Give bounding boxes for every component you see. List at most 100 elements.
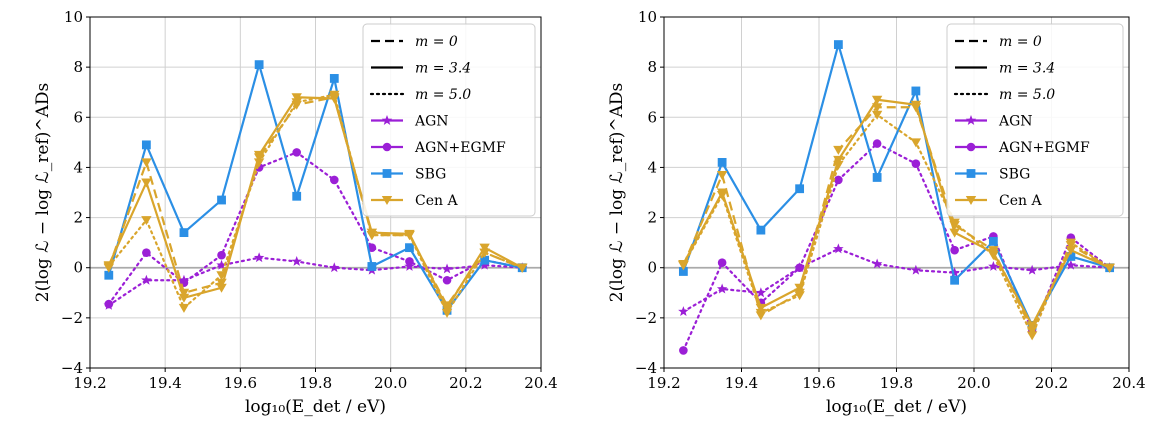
- x-tick-label: 20.2: [449, 374, 482, 392]
- x-tick-label: 20.0: [957, 374, 990, 392]
- legend-label: m = 5.0: [415, 87, 471, 103]
- x-tick-label: 19.4: [148, 374, 181, 392]
- data-point: [988, 236, 998, 246]
- series-line-cen-a-m5.0: [107, 93, 524, 316]
- data-point: [517, 263, 528, 273]
- data-point: [141, 178, 152, 188]
- data-point: [871, 110, 883, 120]
- legend: m = 0 m = 3.4 m = 5.0 AGN AGN+EGMF SBG Cen A: [946, 23, 1124, 217]
- legend-marker: [381, 196, 393, 205]
- legend-label: m = 3.4: [415, 61, 471, 77]
- data-point: [794, 291, 805, 301]
- data-point: [833, 243, 844, 254]
- data-point: [217, 195, 226, 205]
- data-point: [178, 293, 190, 303]
- data-point: [716, 191, 728, 201]
- y-tick-label: 4: [73, 158, 83, 176]
- x-tick-label: 20.4: [1112, 374, 1145, 392]
- data-point: [949, 267, 960, 278]
- data-point: [833, 160, 844, 170]
- data-point: [833, 145, 844, 155]
- data-point: [479, 243, 490, 253]
- legend-label: AGN: [414, 114, 449, 130]
- data-point: [329, 175, 339, 185]
- data-point: [950, 245, 959, 255]
- data-point: [441, 308, 453, 318]
- data-point: [910, 138, 922, 148]
- series-line-agn-m5.0: [107, 256, 524, 307]
- data-point: [872, 173, 882, 182]
- x-tick-label: 19.8: [299, 374, 332, 392]
- data-point: [292, 191, 302, 201]
- x-tick-label: 19.8: [880, 374, 913, 392]
- data-point: [104, 270, 114, 280]
- data-point: [367, 262, 377, 271]
- y-tick-label: 2: [647, 209, 657, 227]
- x-tick-label: 19.6: [802, 374, 835, 392]
- x-tick-label: 19.2: [73, 374, 106, 392]
- data-point: [253, 150, 265, 160]
- legend-label: AGN+EGMF: [414, 140, 506, 156]
- legend-marker: [382, 169, 392, 178]
- legend-frame: [946, 23, 1124, 217]
- data-point: [141, 158, 152, 168]
- data-point: [949, 218, 960, 228]
- series-line-cen-a-m5.0: [682, 113, 1111, 339]
- data-point: [178, 303, 190, 313]
- data-point: [988, 251, 999, 261]
- data-point: [795, 184, 805, 194]
- data-point: [678, 261, 689, 271]
- y-tick-label: −4: [61, 359, 83, 377]
- data-point: [367, 243, 377, 252]
- data-point: [404, 260, 415, 271]
- data-point: [216, 283, 227, 293]
- x-tick-label: 20.0: [374, 374, 407, 392]
- data-point: [717, 258, 727, 268]
- data-point: [1104, 263, 1115, 273]
- chart-panel-1: 19.2 19.4 19.6 19.8 20.0 20.2 20.4 −4 −2 0 2 4 6 8 10 l…: [33, 8, 558, 417]
- data-point: [1065, 238, 1077, 248]
- data-point: [716, 283, 728, 294]
- data-point: [911, 86, 921, 96]
- data-point: [141, 140, 151, 150]
- data-point: [292, 148, 302, 157]
- x-tick-label: 19.6: [224, 374, 257, 392]
- data-point: [833, 40, 843, 49]
- x-tick-label: 20.4: [524, 374, 557, 392]
- data-point: [717, 158, 727, 167]
- x-axis-label: log₁₀(E_det / eV): [245, 397, 386, 417]
- data-point: [141, 216, 152, 226]
- legend-marker: [965, 115, 977, 125]
- y-axis-label: 2(log ℒ − log ℒ_ref)^ADs: [33, 83, 53, 302]
- y-tick-label: 8: [647, 58, 657, 76]
- y-tick-label: −2: [61, 309, 83, 327]
- y-tick-label: 6: [647, 108, 657, 126]
- data-point: [103, 262, 114, 272]
- series-line-cen-a-m3.4: [682, 98, 1111, 328]
- legend-label: Cen A: [415, 193, 458, 209]
- data-point: [253, 252, 265, 263]
- legend-label: SBG: [999, 167, 1030, 183]
- legend-label: m = 3.4: [999, 61, 1055, 77]
- x-tick-label: 19.2: [647, 374, 680, 392]
- data-point: [1026, 331, 1038, 341]
- data-point: [949, 228, 960, 238]
- data-point: [442, 275, 452, 285]
- y-axis-label: 2(log ℒ − log ℒ_ref)^ADs: [607, 83, 627, 302]
- data-point: [291, 255, 302, 266]
- y-tick-label: 10: [64, 8, 83, 26]
- data-point: [404, 231, 415, 241]
- series-group: [678, 40, 1115, 355]
- legend-marker: [965, 196, 977, 205]
- data-point: [795, 263, 804, 273]
- data-point: [833, 155, 844, 165]
- y-tick-label: 0: [73, 259, 83, 277]
- legend-label: Cen A: [999, 193, 1042, 209]
- data-point: [142, 248, 151, 257]
- x-axis-label: log₁₀(E_det / eV): [826, 397, 967, 417]
- data-point: [1026, 264, 1038, 275]
- data-point: [872, 139, 882, 148]
- data-point: [678, 267, 688, 276]
- data-point: [479, 248, 490, 258]
- data-point: [755, 308, 767, 318]
